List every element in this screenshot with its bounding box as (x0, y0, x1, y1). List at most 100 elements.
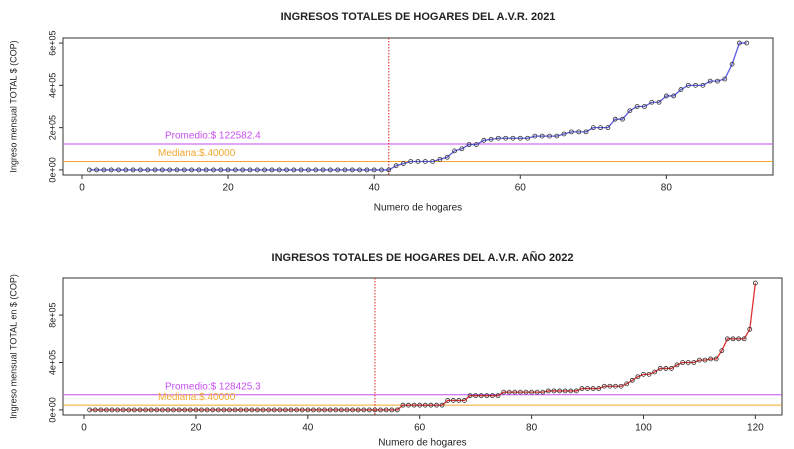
reference-label: Promedio:$ 128425.3 (165, 381, 261, 392)
data-point (671, 93, 677, 99)
data-point (389, 407, 395, 413)
x-tick-label: 120 (747, 423, 764, 434)
x-tick-label: 40 (369, 183, 381, 194)
data-point (478, 393, 484, 399)
data-point (663, 93, 669, 99)
data-point (238, 407, 244, 413)
y-tick-label: 4e+05 (47, 350, 57, 375)
data-point (724, 336, 730, 342)
data-point (355, 407, 361, 413)
data-point (215, 407, 221, 413)
data-point (225, 167, 231, 173)
data-point (652, 369, 658, 375)
data-point (685, 82, 691, 88)
x-tick-label: 20 (190, 423, 202, 434)
data-point (154, 407, 160, 413)
data-point (517, 135, 523, 141)
data-point (406, 402, 411, 408)
data-point (598, 125, 604, 131)
data-point (642, 104, 647, 109)
data-point (94, 167, 100, 173)
data-point (243, 407, 249, 413)
x-tick-label: 0 (79, 183, 85, 194)
data-point (422, 402, 428, 408)
data-point (327, 167, 333, 173)
data-point (159, 167, 165, 173)
data-point (422, 159, 428, 164)
data-point (561, 131, 567, 137)
data-point (523, 389, 529, 395)
data-point (260, 407, 266, 413)
data-point (316, 407, 322, 413)
data-point (291, 167, 297, 173)
data-point (137, 407, 143, 413)
data-point (540, 389, 546, 395)
data-point (649, 99, 655, 105)
data-point (145, 167, 151, 173)
data-point (393, 163, 399, 169)
data-point (357, 167, 362, 173)
data-point (115, 407, 121, 413)
data-point (525, 135, 530, 141)
data-point (691, 360, 697, 365)
data-point (428, 402, 434, 408)
data-point (557, 388, 562, 394)
data-point (211, 167, 216, 173)
data-point (437, 156, 443, 162)
data-point (612, 116, 618, 122)
data-point (510, 135, 516, 141)
data-point (383, 407, 389, 413)
data-point (333, 407, 339, 413)
y-axis-label: Ingreso mensual TOTAL en $ (COP) (8, 274, 18, 419)
data-point (109, 407, 115, 413)
data-point (232, 167, 238, 173)
x-tick-label: 0 (81, 423, 87, 434)
data-point (130, 167, 136, 173)
data-line (89, 282, 757, 411)
data-point (126, 407, 132, 413)
data-point (656, 99, 662, 105)
data-point (120, 407, 126, 413)
data-point (138, 167, 143, 173)
data-point (532, 133, 538, 139)
data-point (722, 76, 728, 82)
data-point (506, 389, 512, 395)
data-point (372, 407, 378, 413)
data-point (529, 389, 534, 395)
x-tick-label: 60 (515, 183, 527, 194)
data-point (227, 407, 232, 413)
data-point (729, 61, 735, 67)
data-point (466, 142, 472, 147)
chart: INGRESOS TOTALES DE HOGARES DEL A.V.R. A… (8, 251, 783, 449)
data-point (474, 142, 479, 147)
data-point (459, 146, 465, 152)
data-point (108, 167, 114, 173)
data-point (736, 40, 742, 46)
data-point (562, 388, 568, 394)
data-point (176, 407, 182, 413)
data-point (488, 136, 494, 142)
x-axis-label: Numero de hogares (374, 203, 462, 214)
data-point (744, 40, 750, 46)
data-point (607, 383, 613, 389)
data-point (313, 167, 319, 173)
data-point (311, 407, 316, 413)
data-point (445, 398, 451, 403)
data-point (284, 167, 289, 173)
x-tick-label: 80 (526, 423, 538, 434)
data-point (221, 407, 227, 413)
data-point (713, 356, 719, 362)
chart: INGRESOS TOTALES DE HOGARES DEL A.V.R. 2… (8, 11, 774, 214)
data-point (708, 356, 714, 362)
data-point (715, 78, 720, 84)
x-tick-label: 80 (661, 183, 673, 194)
data-point (512, 389, 518, 395)
data-point (518, 389, 523, 395)
data-point (240, 167, 246, 173)
reference-label: Mediana:$.40000 (158, 392, 236, 403)
x-tick-label: 60 (414, 423, 426, 434)
data-point (199, 407, 204, 413)
data-point (484, 393, 490, 399)
x-tick-label: 40 (302, 423, 314, 434)
